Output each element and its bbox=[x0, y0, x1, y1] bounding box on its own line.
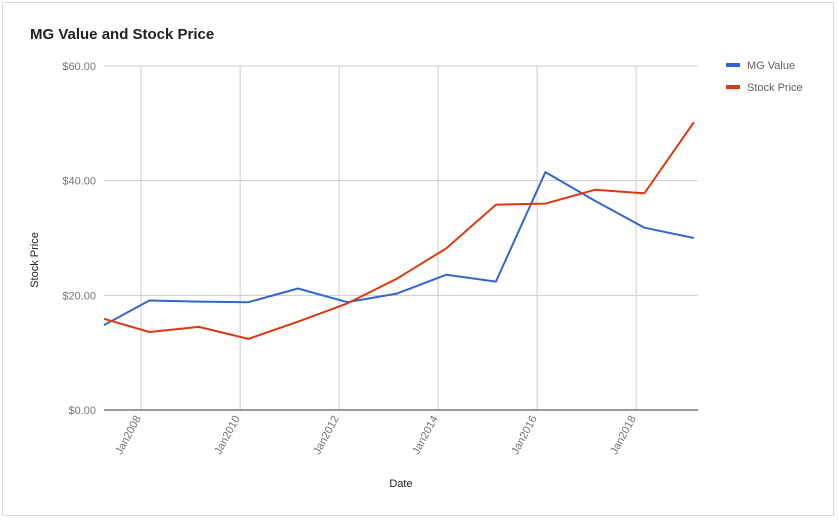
x-tick-label: Jan2016 bbox=[509, 414, 539, 457]
y-tick-label: $0.00 bbox=[68, 405, 96, 417]
x-tick-label: Jan2018 bbox=[608, 414, 638, 457]
chart-title: MG Value and Stock Price bbox=[30, 26, 215, 43]
legend-label-mg-value: MG Value bbox=[747, 60, 795, 72]
y-tick-label: $60.00 bbox=[62, 61, 96, 73]
x-tick-label: Jan2014 bbox=[410, 414, 440, 457]
x-tick-label: Jan2012 bbox=[311, 414, 341, 457]
legend-label-stock-price: Stock Price bbox=[747, 82, 803, 94]
series-line-stock-price bbox=[103, 121, 695, 340]
axes: $0.00 $20.00 $40.00 $60.00 Jan2008 Jan2010 Jan… bbox=[62, 61, 698, 457]
x-axis-title: Date bbox=[389, 478, 412, 490]
y-axis-title: Stock Price bbox=[29, 232, 41, 288]
series-lines bbox=[103, 121, 695, 340]
legend-swatch-mg-value bbox=[726, 63, 740, 67]
x-tick-label: Jan2008 bbox=[113, 414, 143, 457]
series-line-mg-value bbox=[103, 171, 695, 326]
y-tick-label: $40.00 bbox=[62, 176, 96, 188]
legend: MG Value Stock Price bbox=[726, 60, 803, 94]
y-tick-label: $20.00 bbox=[62, 290, 96, 302]
legend-swatch-stock-price bbox=[726, 85, 740, 89]
grid bbox=[104, 65, 698, 410]
x-tick-label: Jan2010 bbox=[212, 414, 242, 457]
